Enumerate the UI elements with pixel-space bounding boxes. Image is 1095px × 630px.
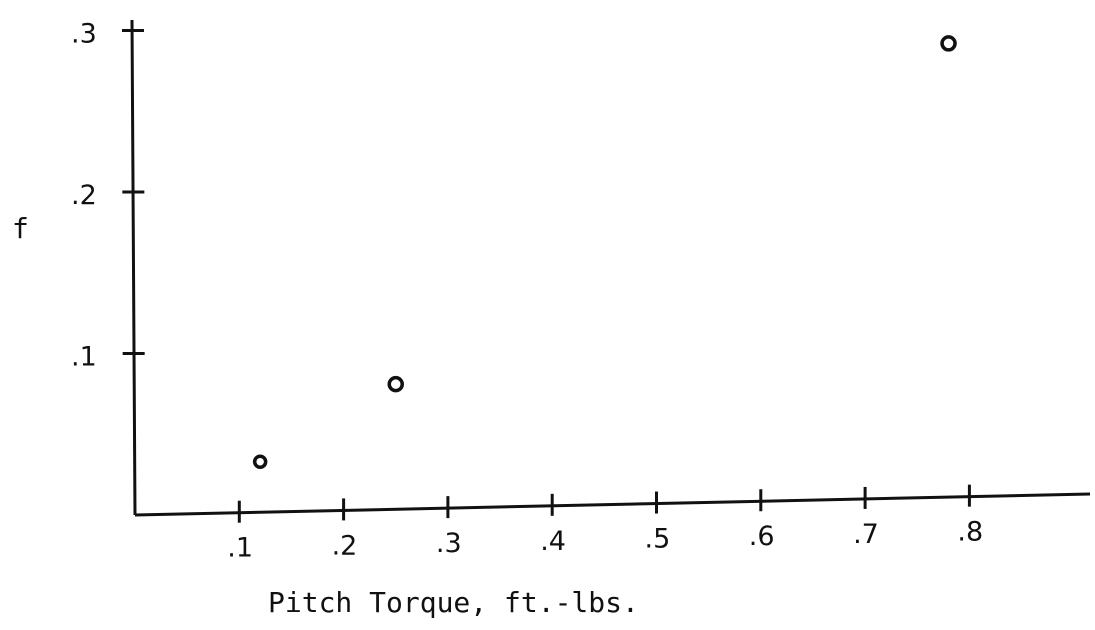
- data-point-1: [252, 454, 268, 469]
- x-tick-label-1: .1: [227, 533, 253, 564]
- y-axis-title: f: [12, 212, 29, 245]
- x-tick-label-8: .8: [957, 517, 983, 548]
- x-tick-label-4: .4: [540, 526, 566, 557]
- y-ticks: .1 .2 .3: [71, 19, 145, 373]
- data-point-3: [940, 35, 957, 52]
- y-tick-label-1: .1: [71, 342, 97, 373]
- y-tick-label-2: .2: [71, 180, 97, 211]
- x-tick-label-6: .6: [749, 521, 775, 552]
- x-tick-label-3: .3: [436, 528, 462, 559]
- x-ticks: .1 .2 .3 .4 .5 .6 .7 .8: [227, 484, 983, 564]
- y-axis-line: [130, 19, 137, 516]
- x-tick-label-7: .7: [853, 519, 879, 550]
- data-points: [252, 35, 957, 469]
- x-tick-label-2: .2: [332, 530, 358, 561]
- data-point-2: [387, 375, 404, 393]
- x-axis-line: [134, 492, 1091, 517]
- x-tick-label-5: .5: [645, 524, 671, 555]
- axes: [130, 19, 1091, 517]
- y-tick-label-3: .3: [71, 19, 97, 50]
- x-axis-title: Pitch Torque, ft.-lbs.: [268, 586, 639, 619]
